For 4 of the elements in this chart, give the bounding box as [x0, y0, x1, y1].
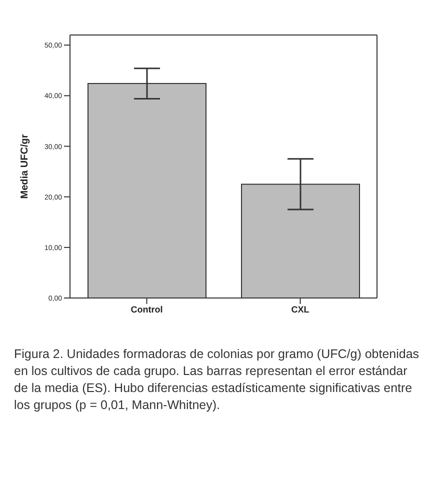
x-tick-label: Control — [130, 304, 163, 314]
x-tick-label: CXL — [291, 304, 310, 314]
y-axis-title: Media UFC/gr — [20, 134, 31, 199]
text: Figura 2. Unidades formadoras de colonias por gramo (UFC/g) obtenidas en los cultivos de cada grupo. Las barras representan el error estándar de la media (ES). Hubo diferencias estadísticamente significativas entre los grupos (p = 0,01, Mann-Whitney). — [14, 346, 420, 414]
